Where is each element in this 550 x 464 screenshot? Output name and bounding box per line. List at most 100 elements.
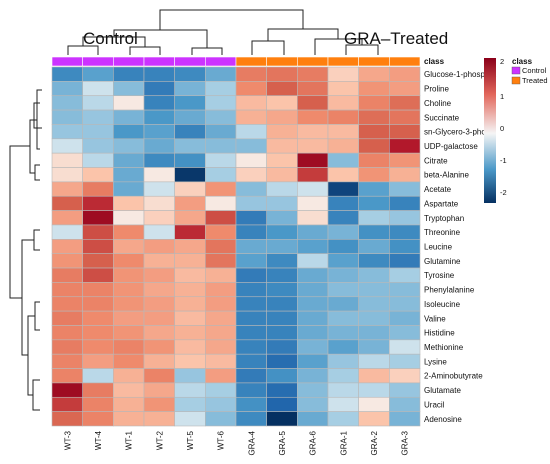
heatmap-cell <box>51 152 83 168</box>
heatmap-cell <box>297 310 329 326</box>
heatmap-cell <box>358 66 390 82</box>
row-label: Tryptophan <box>424 214 464 223</box>
row-label: Isoleucine <box>424 300 461 309</box>
heatmap-cell <box>358 138 390 154</box>
heatmap-cell <box>235 152 267 168</box>
heatmap-cell <box>82 396 114 412</box>
class-bar-segment <box>358 56 390 67</box>
heatmap-cell <box>297 167 329 183</box>
heatmap-cell <box>389 411 421 427</box>
color-scale-legend: 2 1 0 -1 -2 class Control Treated <box>484 57 548 203</box>
heatmap-cell <box>327 138 359 154</box>
heatmap-cell <box>205 253 237 269</box>
row-label: Valine <box>424 314 446 323</box>
heatmap-cell <box>358 310 390 326</box>
heatmap-cell <box>266 396 298 412</box>
heatmap-cell <box>266 310 298 326</box>
heatmap-cell <box>174 138 206 154</box>
heatmap-cell <box>174 325 206 341</box>
column-label: WT-3 <box>63 430 72 450</box>
heatmap-cell <box>51 368 83 384</box>
heatmap-cell <box>235 224 267 240</box>
heatmap-cell <box>143 181 175 197</box>
heatmap-cell <box>174 224 206 240</box>
heatmap-cell <box>143 339 175 355</box>
class-bar-segment <box>327 56 359 67</box>
heatmap-cell <box>143 411 175 427</box>
heatmap-cell <box>327 282 359 298</box>
heatmap-cell <box>297 339 329 355</box>
heatmap-cell <box>113 66 145 82</box>
heatmap-cell <box>389 195 421 211</box>
heatmap-cell <box>174 95 206 111</box>
row-label: Methionine <box>424 343 464 352</box>
heatmap-cell <box>266 267 298 283</box>
class-bar-segment <box>205 56 237 67</box>
heatmap-cell <box>143 109 175 125</box>
heatmap-cell <box>143 253 175 269</box>
heatmap-cell <box>266 210 298 226</box>
heatmap-cell <box>358 282 390 298</box>
heatmap-cell <box>205 152 237 168</box>
heatmap-cell <box>358 109 390 125</box>
row-label: Histidine <box>424 329 455 338</box>
heatmap-cell <box>358 411 390 427</box>
heatmap-cell <box>327 81 359 97</box>
heatmap-cell <box>297 109 329 125</box>
heatmap-cell <box>174 353 206 369</box>
heatmap-cell <box>235 282 267 298</box>
heatmap-cell <box>327 353 359 369</box>
heatmap-cell <box>327 253 359 269</box>
heatmap-cell <box>205 296 237 312</box>
heatmap-cell <box>358 124 390 140</box>
heatmap-cell <box>143 152 175 168</box>
heatmap-cell <box>82 95 114 111</box>
row-label: Adenosine <box>424 415 462 424</box>
heatmap-cell <box>82 339 114 355</box>
heatmap-cell <box>82 368 114 384</box>
heatmap-cell <box>235 382 267 398</box>
heatmap-cell <box>389 66 421 82</box>
heatmap-cell <box>327 310 359 326</box>
heatmap-cell <box>51 325 83 341</box>
heatmap-cell <box>266 239 298 254</box>
heatmap-cell <box>266 95 298 111</box>
heatmap-cell <box>235 181 267 197</box>
heatmap-cell <box>205 411 237 427</box>
heatmap-cell <box>327 296 359 312</box>
class-bar-segment <box>82 56 114 67</box>
heatmap-cell <box>205 267 237 283</box>
heatmap-cell <box>327 152 359 168</box>
class-bar-segment <box>235 56 267 67</box>
heatmap-cell <box>51 167 83 183</box>
heatmap-cell <box>82 210 114 226</box>
heatmap-cell <box>82 253 114 269</box>
heatmap-cell <box>82 195 114 211</box>
heatmap-cell <box>205 239 237 254</box>
heatmap-cell <box>358 253 390 269</box>
column-label: GRA-1 <box>339 430 348 455</box>
heatmap-cell <box>235 167 267 183</box>
heatmap-cell <box>297 325 329 341</box>
heatmap-cell <box>297 152 329 168</box>
heatmap-cell <box>143 382 175 398</box>
heatmap-cell <box>266 325 298 341</box>
heatmap-cell <box>51 138 83 154</box>
heatmap-cell <box>113 253 145 269</box>
heatmap-cell <box>327 224 359 240</box>
row-label: Proline <box>424 85 449 94</box>
heatmap-cell <box>358 325 390 341</box>
heatmap-cell <box>389 325 421 341</box>
heatmap-cell <box>113 310 145 326</box>
heatmap-cell <box>297 195 329 211</box>
heatmap-cell <box>266 411 298 427</box>
heatmap-cell <box>389 339 421 355</box>
column-label: WT-1 <box>125 430 134 450</box>
heatmap-cell <box>205 210 237 226</box>
heatmap-cell <box>174 239 206 254</box>
scale-tick-label: -1 <box>500 156 507 165</box>
heatmap-cell <box>358 396 390 412</box>
heatmap-cell <box>235 267 267 283</box>
color-scale-bar <box>484 58 496 203</box>
heatmap-cell <box>205 339 237 355</box>
